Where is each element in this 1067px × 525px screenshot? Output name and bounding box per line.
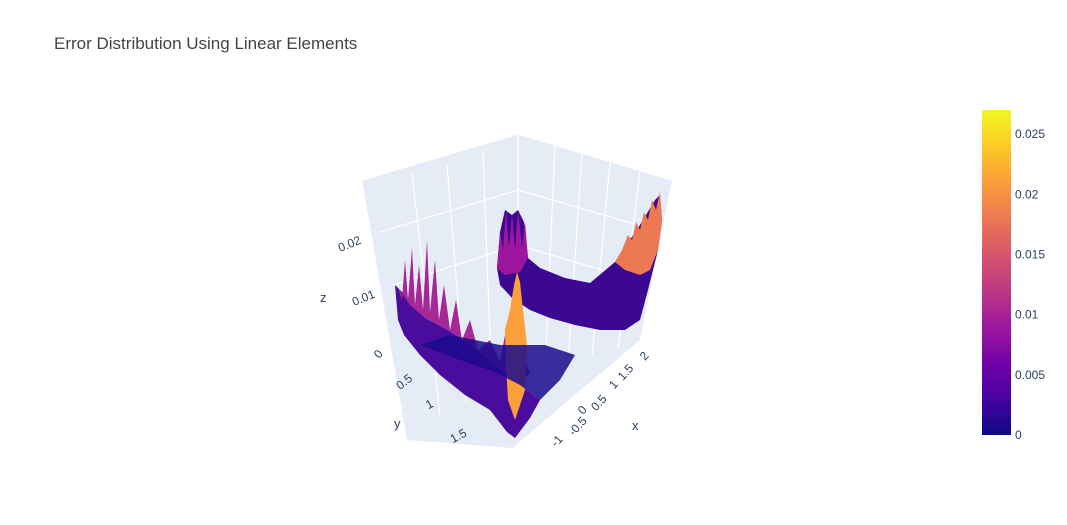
z-tick-0: 0.01: [350, 287, 377, 309]
surface-back-arm: [497, 195, 662, 330]
z-tick-1: 0.02: [336, 233, 363, 255]
x-tick-1: -0.5: [565, 414, 589, 439]
colorbar-tick-2: 0.01: [1015, 308, 1039, 322]
x-tick-5: 1.5: [615, 361, 637, 383]
colorbar-tick-3: 0.015: [1015, 247, 1045, 261]
colorbar-tick-1: 0.005: [1015, 368, 1045, 382]
x-tick-6: 2: [637, 349, 652, 364]
x-tick-4: 1: [606, 377, 621, 392]
surface-right-ridge: [615, 192, 662, 275]
y-tick-0: 0: [371, 347, 386, 361]
colorbar-tick-4: 0.02: [1015, 187, 1039, 201]
surface-back-ridge: [497, 210, 528, 275]
x-axis-label: x: [632, 418, 639, 433]
x-tick-0: -1: [548, 432, 566, 450]
colorbar-tick-5: 0.025: [1015, 127, 1045, 141]
x-tick-3: 0.5: [588, 392, 610, 414]
surface: [395, 192, 662, 438]
z-axis-label: z: [320, 290, 327, 305]
colorbar-ticks: 0 0.005 0.01 0.015 0.02 0.025: [1015, 127, 1045, 442]
chart-title: Error Distribution Using Linear Elements: [54, 34, 358, 53]
y-axis-label: y: [394, 416, 401, 431]
colorbar-tick-0: 0: [1015, 428, 1022, 442]
surface-floor: [420, 335, 575, 400]
colorbar: [982, 110, 1011, 435]
